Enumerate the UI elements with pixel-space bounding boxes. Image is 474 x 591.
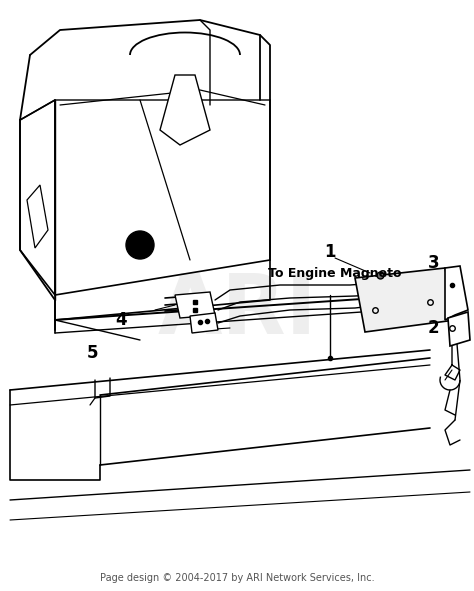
Text: 1: 1	[324, 243, 336, 261]
Polygon shape	[448, 312, 470, 346]
Polygon shape	[190, 313, 218, 333]
Text: 3: 3	[428, 254, 439, 272]
Text: 5: 5	[87, 345, 98, 362]
Text: 2: 2	[428, 319, 439, 337]
Text: ARI: ARI	[157, 269, 317, 350]
Circle shape	[126, 231, 154, 259]
Text: Page design © 2004-2017 by ARI Network Services, Inc.: Page design © 2004-2017 by ARI Network S…	[100, 573, 374, 583]
Polygon shape	[160, 75, 210, 145]
Text: 4: 4	[115, 311, 127, 329]
Text: To Engine Magneto: To Engine Magneto	[268, 267, 401, 280]
Polygon shape	[445, 266, 468, 320]
Polygon shape	[355, 268, 455, 332]
Polygon shape	[175, 292, 215, 318]
Polygon shape	[27, 185, 48, 248]
